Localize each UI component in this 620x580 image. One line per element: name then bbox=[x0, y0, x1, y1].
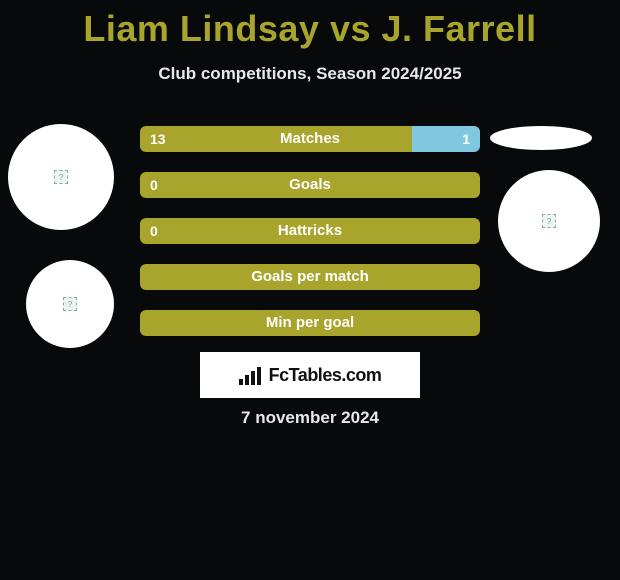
player1-club-circle: ? bbox=[26, 260, 114, 348]
subtitle: Club competitions, Season 2024/2025 bbox=[0, 64, 620, 84]
stat-value-player2: 1 bbox=[462, 131, 480, 147]
brand-text: FcTables.com bbox=[269, 365, 382, 386]
stat-bar-player1: 0 bbox=[140, 218, 480, 244]
stat-bar-player1 bbox=[140, 310, 480, 336]
stat-bar-player2: 1 bbox=[412, 126, 480, 152]
bars-icon bbox=[239, 365, 263, 385]
stat-row: 131Matches bbox=[140, 126, 480, 152]
player1-photo-circle: ? bbox=[8, 124, 114, 230]
stats-bars: 131Matches0Goals0HattricksGoals per matc… bbox=[140, 126, 480, 356]
stat-row: Goals per match bbox=[140, 264, 480, 290]
date-label: 7 november 2024 bbox=[0, 408, 620, 428]
stat-bar-player1: 0 bbox=[140, 172, 480, 198]
stat-value-player1: 0 bbox=[140, 177, 158, 193]
brand-badge: FcTables.com bbox=[200, 352, 420, 398]
stat-bar-player1: 13 bbox=[140, 126, 412, 152]
player2-photo-ellipse bbox=[490, 126, 592, 150]
stat-row: 0Goals bbox=[140, 172, 480, 198]
page-title: Liam Lindsay vs J. Farrell bbox=[0, 0, 620, 50]
stat-row: Min per goal bbox=[140, 310, 480, 336]
stat-row: 0Hattricks bbox=[140, 218, 480, 244]
stat-bar-player1 bbox=[140, 264, 480, 290]
placeholder-icon: ? bbox=[54, 170, 68, 184]
placeholder-icon: ? bbox=[542, 214, 556, 228]
stat-value-player1: 0 bbox=[140, 223, 158, 239]
placeholder-icon: ? bbox=[63, 297, 77, 311]
player2-club-circle: ? bbox=[498, 170, 600, 272]
stat-value-player1: 13 bbox=[140, 131, 166, 147]
